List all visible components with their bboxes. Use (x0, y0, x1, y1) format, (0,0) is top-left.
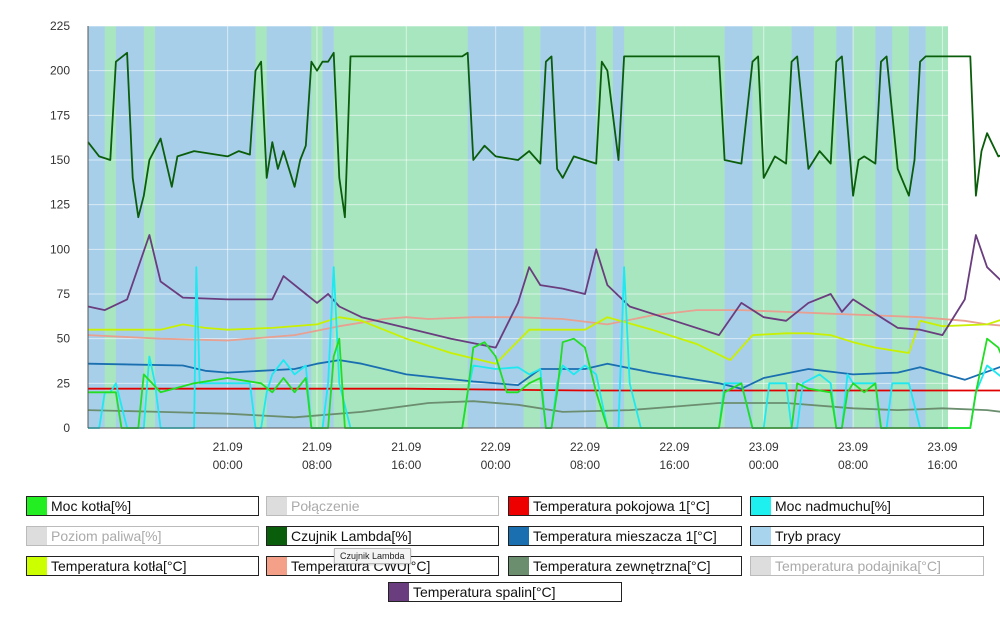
legend-swatch (509, 497, 529, 515)
series-line (88, 337, 1000, 429)
x-tick-date: 23.09 (927, 440, 957, 454)
legend-swatch (509, 527, 529, 545)
legend-swatch (509, 557, 529, 575)
x-tick-time: 16:00 (927, 458, 957, 472)
legend-label: Moc kotła[%] (51, 498, 132, 514)
legend-swatch (267, 527, 287, 545)
tryb-band (104, 26, 116, 428)
legend-item[interactable]: Moc nadmuchu[%] (750, 496, 984, 516)
x-tick-date: 21.09 (302, 440, 332, 454)
x-tick-time: 08:00 (570, 458, 600, 472)
x-axis: 21.09 00:00 21.09 08:00 21.09 16:00 22.09 00:00… (88, 427, 958, 472)
legend-label: Temperatura podajnika[°C] (775, 558, 941, 574)
y-tick-label: 0 (63, 421, 70, 435)
y-tick-label: 100 (50, 242, 70, 256)
legend-item[interactable]: Temperatura kotła[°C] (26, 556, 259, 576)
legend-swatch (751, 497, 771, 515)
series-line (88, 316, 1000, 365)
legend-swatch (27, 497, 47, 515)
legend-swatch (751, 527, 771, 545)
x-tick-date: 23.09 (838, 440, 868, 454)
y-tick-label: 175 (50, 108, 70, 122)
x-tick-time: 00:00 (213, 458, 243, 472)
legend-label: Temperatura mieszacza 1[°C] (533, 528, 717, 544)
tryb-band (333, 26, 468, 428)
x-tick-time: 16:00 (391, 458, 421, 472)
tryb-band (255, 26, 267, 428)
series-line (87, 309, 1000, 342)
legend-label: Tryb pracy (775, 528, 841, 544)
y-tick-label: 200 (50, 64, 70, 78)
series-line (87, 400, 1000, 419)
x-tick-time: 16:00 (659, 458, 689, 472)
legend-swatch (389, 583, 409, 601)
y-tick-label: 150 (50, 153, 70, 167)
legend-label: Temperatura zewnętrzna[°C] (533, 558, 711, 574)
series-line (87, 234, 1000, 349)
x-tick-date: 21.09 (391, 440, 421, 454)
series-line (87, 51, 1000, 219)
legend-item[interactable]: Temperatura zewnętrzna[°C] (508, 556, 742, 576)
x-tick-time: 00:00 (749, 458, 779, 472)
legend-swatch (751, 557, 771, 575)
legend-label: Poziom paliwa[%] (51, 528, 162, 544)
series-line (87, 359, 1000, 390)
y-tick-label: 25 (57, 376, 71, 390)
x-tick-date: 21.09 (213, 440, 243, 454)
legend-label: Temperatura pokojowa 1[°C] (533, 498, 710, 514)
legend-swatch (267, 557, 287, 575)
series-line (88, 387, 1000, 392)
y-tick-label: 125 (50, 198, 70, 212)
y-axis: 0 25 50 75 100 125 150 175 200 225 (50, 19, 89, 435)
tooltip: Czujnik Lambda (334, 548, 411, 564)
legend-item[interactable]: Temperatura pokojowa 1[°C] (508, 496, 742, 516)
tryb-band (813, 26, 837, 428)
x-tick-date: 22.09 (570, 440, 600, 454)
legend-swatch (27, 527, 47, 545)
x-tick-time: 08:00 (838, 458, 868, 472)
tryb-band (892, 26, 909, 428)
tryb-band (143, 26, 156, 428)
legend-label: Czujnik Lambda[%] (291, 528, 412, 544)
x-tick-date: 22.09 (659, 440, 689, 454)
legend-item[interactable]: Poziom paliwa[%] (26, 526, 259, 546)
legend-label: Moc nadmuchu[%] (775, 498, 891, 514)
series-lines (87, 51, 1000, 429)
x-tick-date: 22.09 (481, 440, 511, 454)
plot-background (88, 26, 948, 428)
y-tick-label: 75 (57, 287, 71, 301)
legend-item[interactable]: Tryb pracy (750, 526, 984, 546)
x-tick-time: 00:00 (481, 458, 511, 472)
tryb-band (925, 26, 948, 428)
tryb-band (596, 26, 613, 428)
legend-item[interactable]: Temperatura mieszacza 1[°C] (508, 526, 742, 546)
legend-item[interactable]: Temperatura podajnika[°C] (750, 556, 984, 576)
legend-label: Temperatura spalin[°C] (413, 584, 556, 600)
y-tick-label: 50 (57, 332, 71, 346)
tryb-band (523, 26, 541, 428)
legend-label: Połączenie (291, 498, 360, 514)
tryb-band (853, 26, 876, 428)
legend-item[interactable]: Czujnik Lambda[%] (266, 526, 499, 546)
tryb-band (752, 26, 792, 428)
x-tick-time: 08:00 (302, 458, 332, 472)
legend-item[interactable]: Temperatura spalin[°C] (388, 582, 622, 602)
legend-item[interactable]: Moc kotła[%] (26, 496, 259, 516)
legend-label: Temperatura kotła[°C] (51, 558, 187, 574)
legend-swatch (27, 557, 47, 575)
x-tick-date: 23.09 (749, 440, 779, 454)
legend-item[interactable]: Połączenie (266, 496, 499, 516)
legend-swatch (267, 497, 287, 515)
y-tick-label: 225 (50, 19, 70, 33)
